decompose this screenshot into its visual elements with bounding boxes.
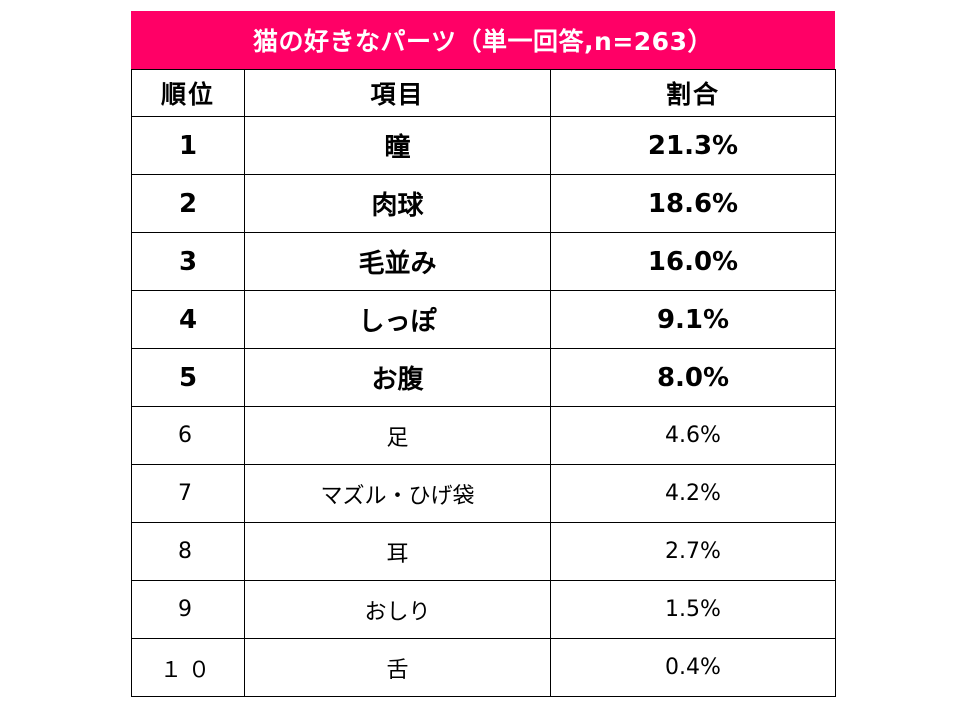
table-row: １０ 舌 0.4% [131,638,836,697]
item-cell: しっぽ [244,290,551,349]
rank-cell: 4 [131,290,245,349]
table-row: 5 お腹 8.0% [131,348,836,407]
percent-cell: 4.6% [550,406,836,465]
percent-cell: 1.5% [550,580,836,639]
table-row: 9 おしり 1.5% [131,580,836,639]
header-percent: 割合 [550,69,836,117]
percent-cell: 4.2% [550,464,836,523]
rank-cell: １０ [131,638,245,697]
percent-cell: 21.3% [550,116,836,175]
percent-cell: 16.0% [550,232,836,291]
table-body: 1 瞳 21.3% 2 肉球 18.6% 3 毛並み 16.0% 4 しっぽ 9.1% 5 お腹 8.0% 6… [131,116,836,697]
item-cell: お腹 [244,348,551,407]
item-cell: 耳 [244,522,551,581]
rank-cell: 2 [131,174,245,233]
item-cell: 足 [244,406,551,465]
item-cell: 肉球 [244,174,551,233]
item-cell: 毛並み [244,232,551,291]
rank-cell: 7 [131,464,245,523]
table-row: 2 肉球 18.6% [131,174,836,233]
item-cell: 舌 [244,638,551,697]
rank-cell: 1 [131,116,245,175]
rank-cell: 5 [131,348,245,407]
table-title: 猫の好きなパーツ（単一回答,n=263） [131,11,835,69]
percent-cell: 8.0% [550,348,836,407]
rank-cell: 9 [131,580,245,639]
percent-cell: 9.1% [550,290,836,349]
ranking-table: 順位 項目 割合 1 瞳 21.3% 2 肉球 18.6% 3 毛並み 16.0% 4 しっぽ 9.1… [131,69,836,697]
header-item: 項目 [244,69,551,117]
table-row: 8 耳 2.7% [131,522,836,581]
header-row: 順位 項目 割合 [131,69,836,117]
table-row: 3 毛並み 16.0% [131,232,836,291]
percent-cell: 2.7% [550,522,836,581]
percent-cell: 0.4% [550,638,836,697]
table-row: 1 瞳 21.3% [131,116,836,175]
rank-cell: 3 [131,232,245,291]
item-cell: おしり [244,580,551,639]
item-cell: 瞳 [244,116,551,175]
header-rank: 順位 [131,69,245,117]
table-row: 7 マズル・ひげ袋 4.2% [131,464,836,523]
item-cell: マズル・ひげ袋 [244,464,551,523]
table-row: 6 足 4.6% [131,406,836,465]
rank-cell: 8 [131,522,245,581]
table-row: 4 しっぽ 9.1% [131,290,836,349]
percent-cell: 18.6% [550,174,836,233]
rank-cell: 6 [131,406,245,465]
